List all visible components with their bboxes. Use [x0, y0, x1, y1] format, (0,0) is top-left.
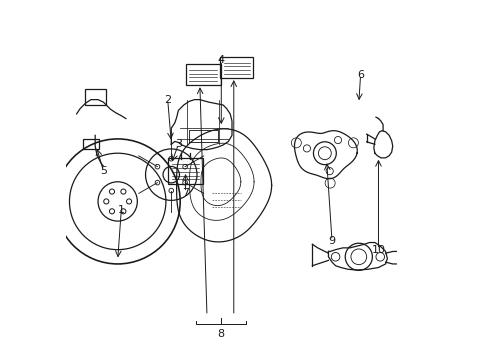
Text: 9: 9	[328, 236, 335, 246]
Text: 8: 8	[217, 329, 224, 339]
Text: 7: 7	[182, 188, 189, 198]
Text: 10: 10	[371, 245, 385, 255]
Text: 1: 1	[118, 205, 124, 215]
Text: 2: 2	[164, 95, 171, 105]
Text: 6: 6	[356, 69, 364, 80]
Text: 4: 4	[217, 55, 224, 65]
Text: 5: 5	[100, 166, 107, 176]
Text: 3: 3	[175, 139, 182, 149]
